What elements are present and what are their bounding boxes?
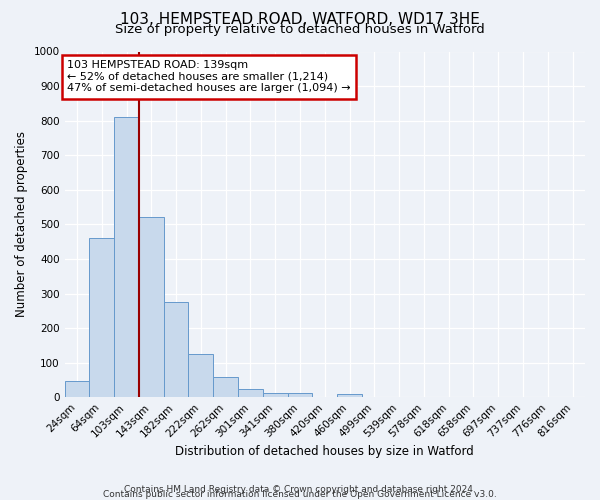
Text: Contains HM Land Registry data © Crown copyright and database right 2024.: Contains HM Land Registry data © Crown c… <box>124 485 476 494</box>
Text: 103 HEMPSTEAD ROAD: 139sqm
← 52% of detached houses are smaller (1,214)
47% of s: 103 HEMPSTEAD ROAD: 139sqm ← 52% of deta… <box>67 60 351 94</box>
Bar <box>263 393 287 397</box>
Bar <box>188 354 213 397</box>
Bar <box>238 388 263 397</box>
X-axis label: Distribution of detached houses by size in Watford: Distribution of detached houses by size … <box>175 444 474 458</box>
Bar <box>287 393 313 397</box>
Bar <box>114 117 139 397</box>
Text: Contains public sector information licensed under the Open Government Licence v3: Contains public sector information licen… <box>103 490 497 499</box>
Bar <box>337 394 362 397</box>
Text: 103, HEMPSTEAD ROAD, WATFORD, WD17 3HE: 103, HEMPSTEAD ROAD, WATFORD, WD17 3HE <box>120 12 480 28</box>
Bar <box>89 238 114 397</box>
Bar <box>164 302 188 397</box>
Text: Size of property relative to detached houses in Watford: Size of property relative to detached ho… <box>115 22 485 36</box>
Bar <box>65 380 89 397</box>
Bar <box>139 218 164 397</box>
Y-axis label: Number of detached properties: Number of detached properties <box>15 132 28 318</box>
Bar <box>213 377 238 397</box>
